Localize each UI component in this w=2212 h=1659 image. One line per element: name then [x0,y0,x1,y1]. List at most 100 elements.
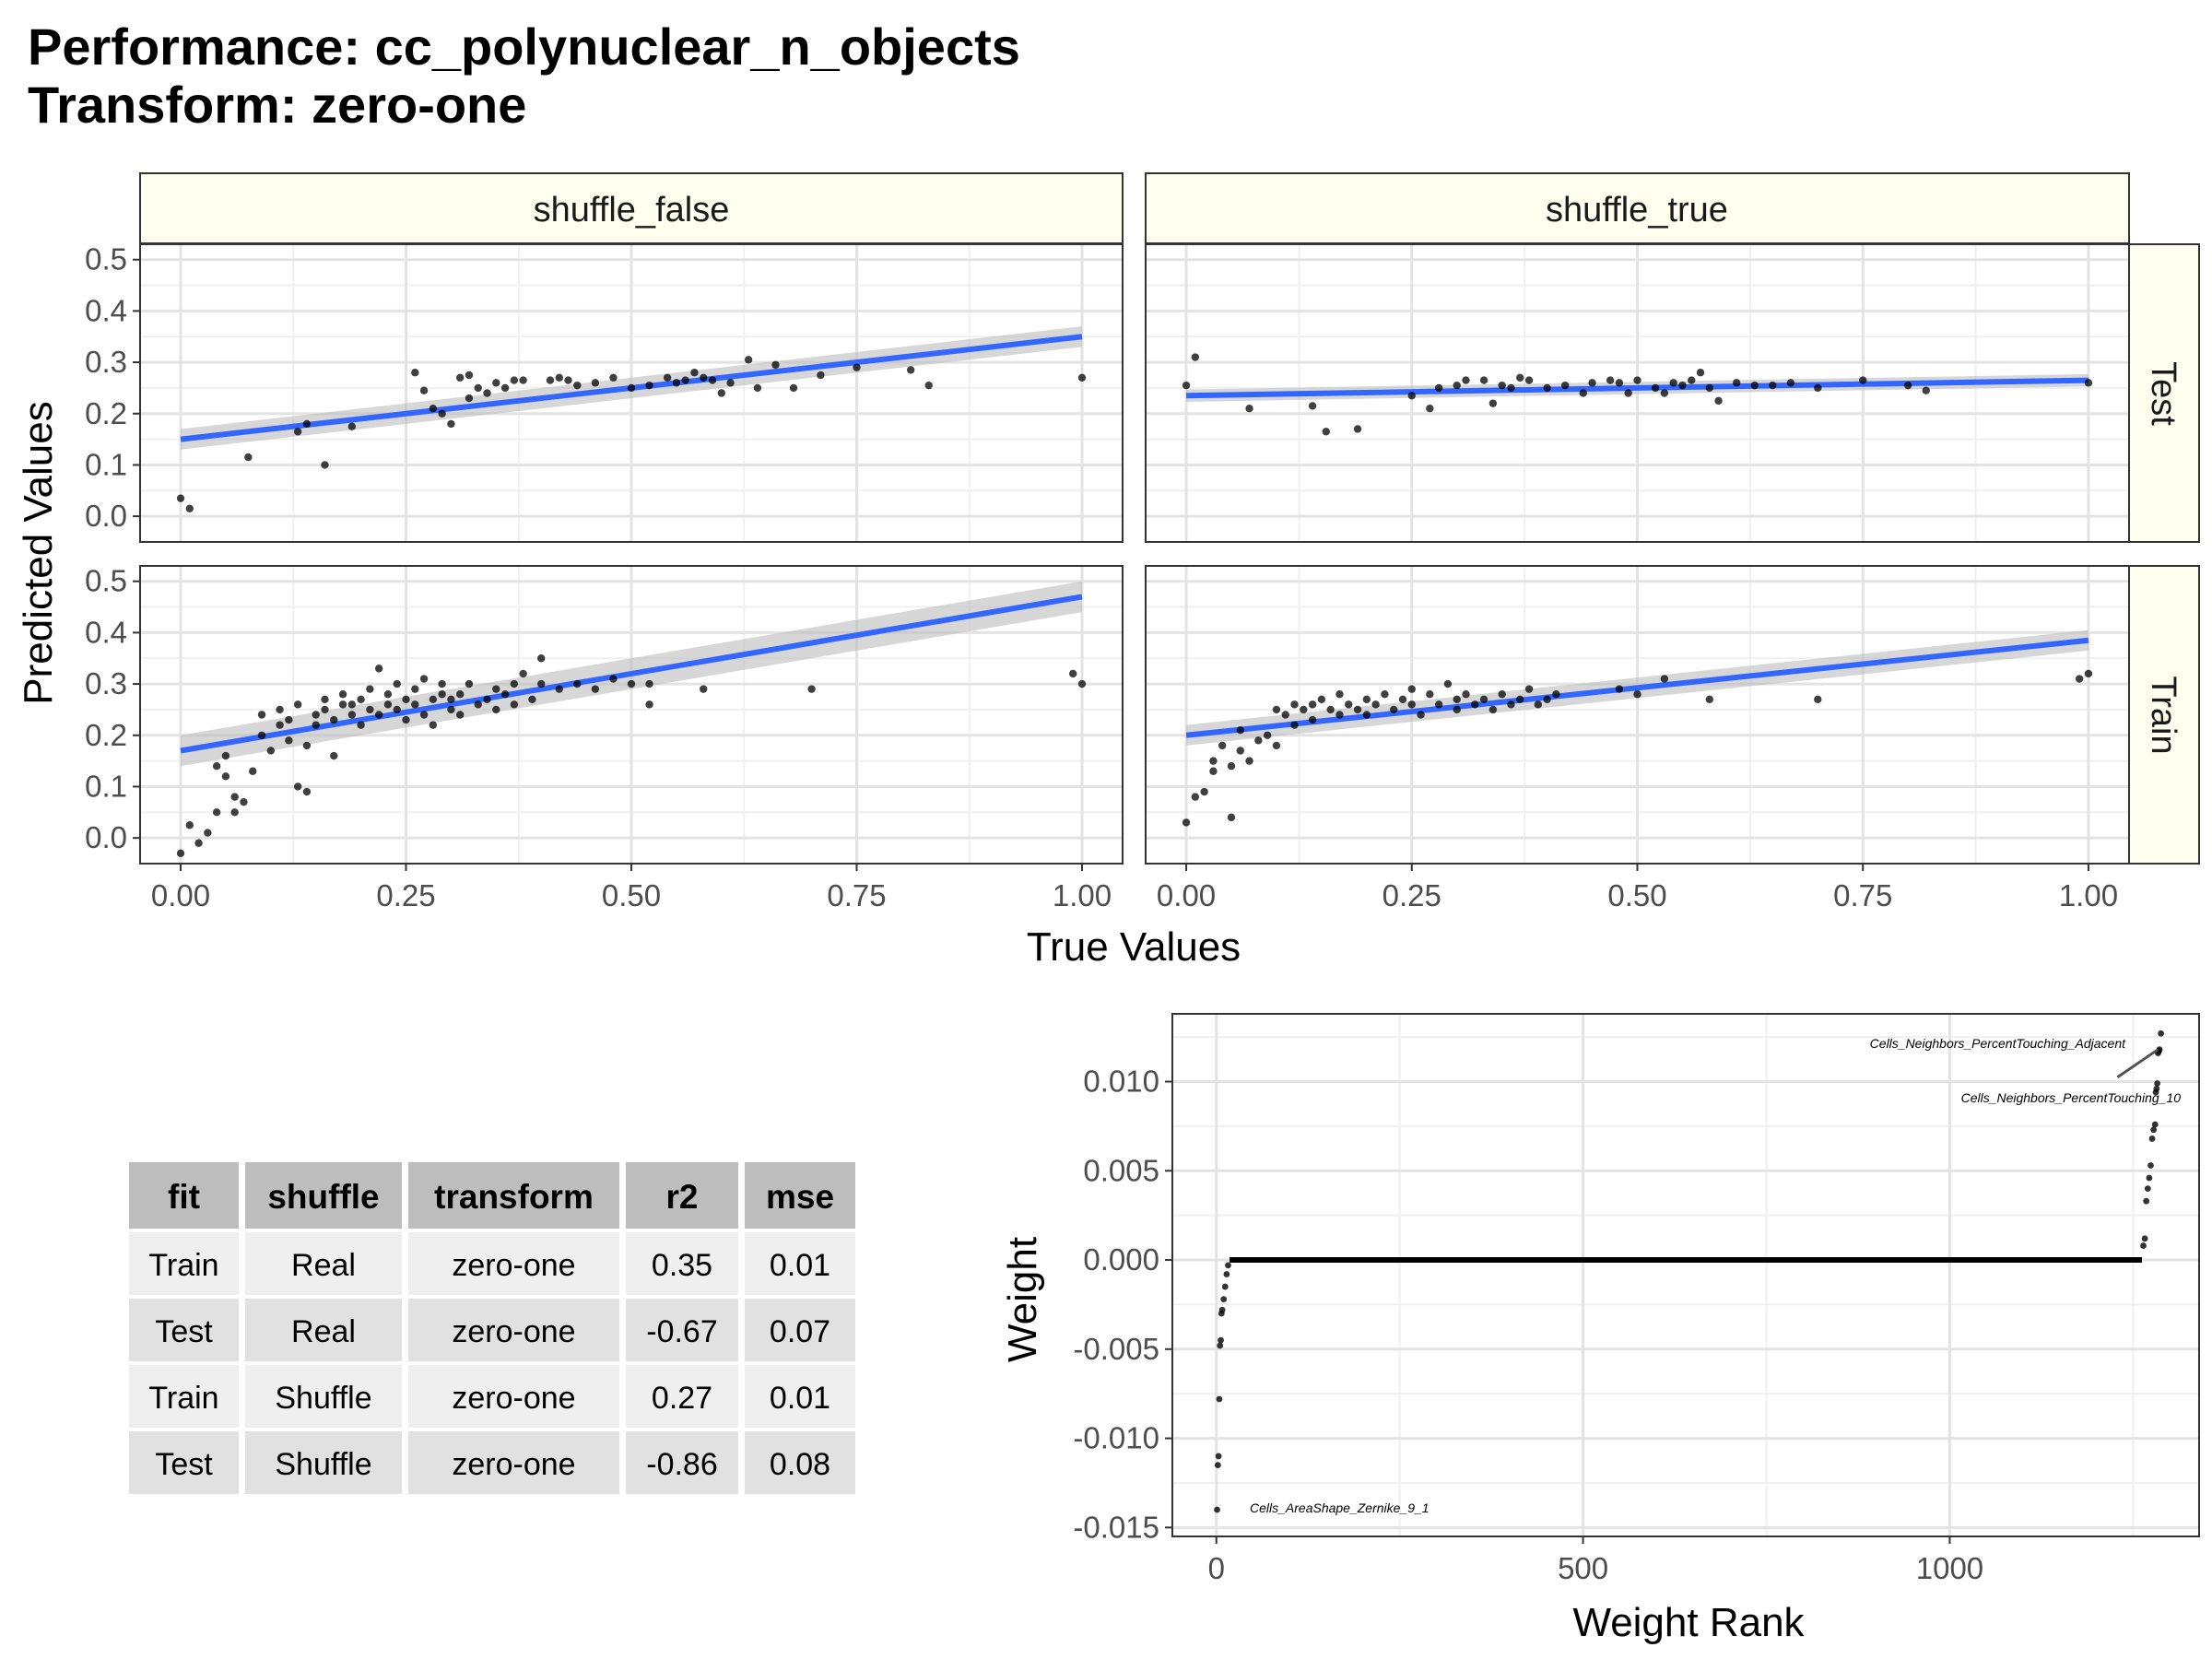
weight-panel-background [1172,1014,2199,1536]
data-point [1552,690,1560,699]
data-point [419,675,429,683]
facet-strip-shuffle-false: shuffle_false [139,172,1124,244]
weight-point [2140,1242,2147,1249]
data-point [546,376,555,384]
data-point [411,700,419,709]
facet-strip-train: Train [2128,565,2200,865]
table-cell [245,1299,402,1361]
y-tick-label: 0.1 [85,769,127,803]
data-point [609,373,618,382]
y-tick-label: 0.3 [85,345,127,379]
data-point [1462,690,1470,699]
data-point [429,695,438,703]
data-point [1453,381,1461,390]
x-tick-label: 0.75 [1833,878,1892,912]
data-point [366,705,374,714]
data-point [1624,389,1632,397]
data-point [1245,405,1253,413]
data-point [276,705,284,714]
table-cell-value: zero-one [452,1381,575,1416]
table-cell-value: 0.08 [770,1447,830,1482]
weight-point [1221,1283,1229,1290]
y-tick-label: 0.2 [85,396,127,430]
table-cell [245,1365,402,1428]
data-point [402,715,410,724]
data-point [555,373,563,382]
data-point [645,679,653,688]
data-point [744,356,753,364]
weight-point [2153,1085,2160,1092]
y-tick-label: -0.010 [1073,1421,1159,1455]
data-point [1462,376,1470,384]
data-point [1335,711,1344,719]
table-cell-value: zero-one [452,1447,575,1482]
data-point [510,679,519,688]
data-point [681,376,689,384]
data-point [700,373,708,382]
data-point [537,679,546,688]
data-point [194,839,203,847]
table-header-transform: transform [434,1178,594,1216]
data-point [383,700,393,709]
y-tick-label: -0.005 [1073,1332,1159,1366]
weight-x-axis-title: Weight Rank [1572,1600,1805,1645]
data-point [419,386,429,394]
table-cell-value: Train [148,1381,218,1416]
table-cell-value: 0.35 [652,1248,712,1283]
table-cell-value: Test [155,1314,213,1349]
data-point [393,679,401,688]
table-cell-value: Real [291,1314,356,1349]
data-point [1560,381,1570,390]
data-point [492,379,500,387]
data-point [1300,705,1308,714]
data-point [2075,675,2084,683]
table-cell [745,1299,855,1361]
table-cell [745,1232,855,1295]
table-header-mse: mse [766,1178,834,1216]
table-cell-value: zero-one [452,1248,575,1283]
data-point [357,721,365,729]
data-point [1922,386,1930,394]
weight-point [2151,1121,2159,1128]
y-tick-label: 0.3 [85,666,127,700]
table-cell-value: -0.86 [646,1447,718,1482]
data-point [1353,705,1362,714]
data-point [1488,399,1498,407]
data-point [1434,700,1443,709]
data-point [1182,818,1191,827]
data-point [1516,695,1524,703]
panel-train-shuffle-true: 0.00 0.25 0.50 0.75 1.00 [1145,565,2130,912]
table-cell [245,1232,402,1295]
data-point [1750,381,1759,390]
data-point [302,741,312,750]
data-point [1227,813,1236,822]
data-point [1471,700,1479,709]
data-point [2084,379,2093,387]
data-point [1714,396,1723,406]
data-point [1263,731,1272,739]
data-point [244,453,253,462]
data-point [438,409,446,418]
data-point [1308,715,1317,724]
table-cell [626,1431,738,1494]
data-point [1345,700,1353,709]
table-cell-value: 0.01 [770,1248,830,1283]
weight-point [1216,1395,1223,1403]
y-tick-label: 0.4 [85,615,127,649]
table-cell-value: Shuffle [275,1381,371,1416]
data-point [1434,383,1443,393]
weight-point [2154,1080,2161,1087]
data-point [1660,675,1669,683]
table-cell [245,1431,402,1494]
data-point [383,690,393,699]
data-point [1426,405,1434,413]
data-point [1498,381,1506,390]
data-point [1543,383,1551,393]
weight-point [1214,1506,1220,1513]
y-tick-label: 0.010 [1083,1065,1159,1099]
data-point [1543,695,1551,703]
data-point [465,679,474,688]
data-point [1353,425,1362,433]
weight-annotation-label: Cells_Neighbors_PercentTouching_Adjacent [1870,1036,2126,1051]
